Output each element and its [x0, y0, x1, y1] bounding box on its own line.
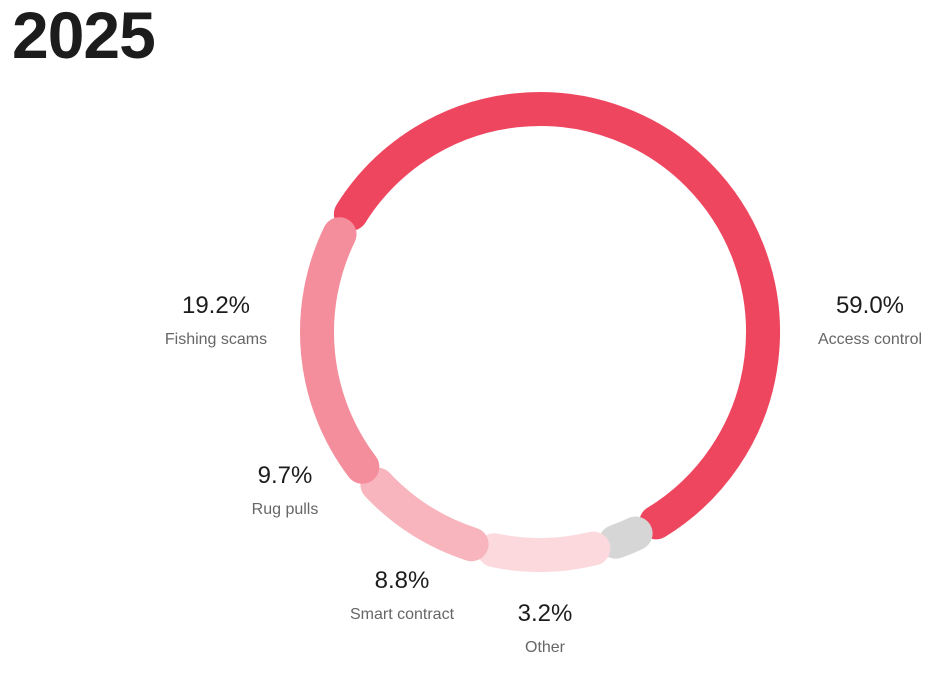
label-access-control: 59.0% Access control	[817, 292, 923, 349]
label-rug-pulls: 9.7% Rug pulls	[251, 462, 319, 519]
donut-segment-access-control	[333, 92, 780, 540]
donut-segment-smart-contract	[477, 531, 611, 572]
label-fishing-scams: 19.2% Fishing scams	[164, 292, 268, 349]
donut-segment-rug-pulls	[360, 467, 489, 562]
category-rug-pulls: Rug pulls	[251, 501, 319, 519]
label-smart-contract: 8.8% Smart contract	[349, 567, 455, 624]
page-title: 2025	[12, 0, 156, 72]
category-smart-contract: Smart contract	[349, 606, 455, 624]
value-access-control: 59.0%	[835, 292, 905, 319]
value-smart-contract: 8.8%	[374, 567, 430, 594]
label-other: 3.2% Other	[517, 600, 573, 657]
category-access-control: Access control	[817, 331, 923, 349]
value-rug-pulls: 9.7%	[257, 462, 313, 489]
value-fishing-scams: 19.2%	[181, 292, 251, 319]
donut-segment-fishing-scams	[300, 217, 380, 484]
category-fishing-scams: Fishing scams	[164, 331, 268, 349]
value-other: 3.2%	[517, 600, 573, 627]
category-other: Other	[524, 639, 566, 657]
donut-segment-other	[598, 516, 653, 559]
